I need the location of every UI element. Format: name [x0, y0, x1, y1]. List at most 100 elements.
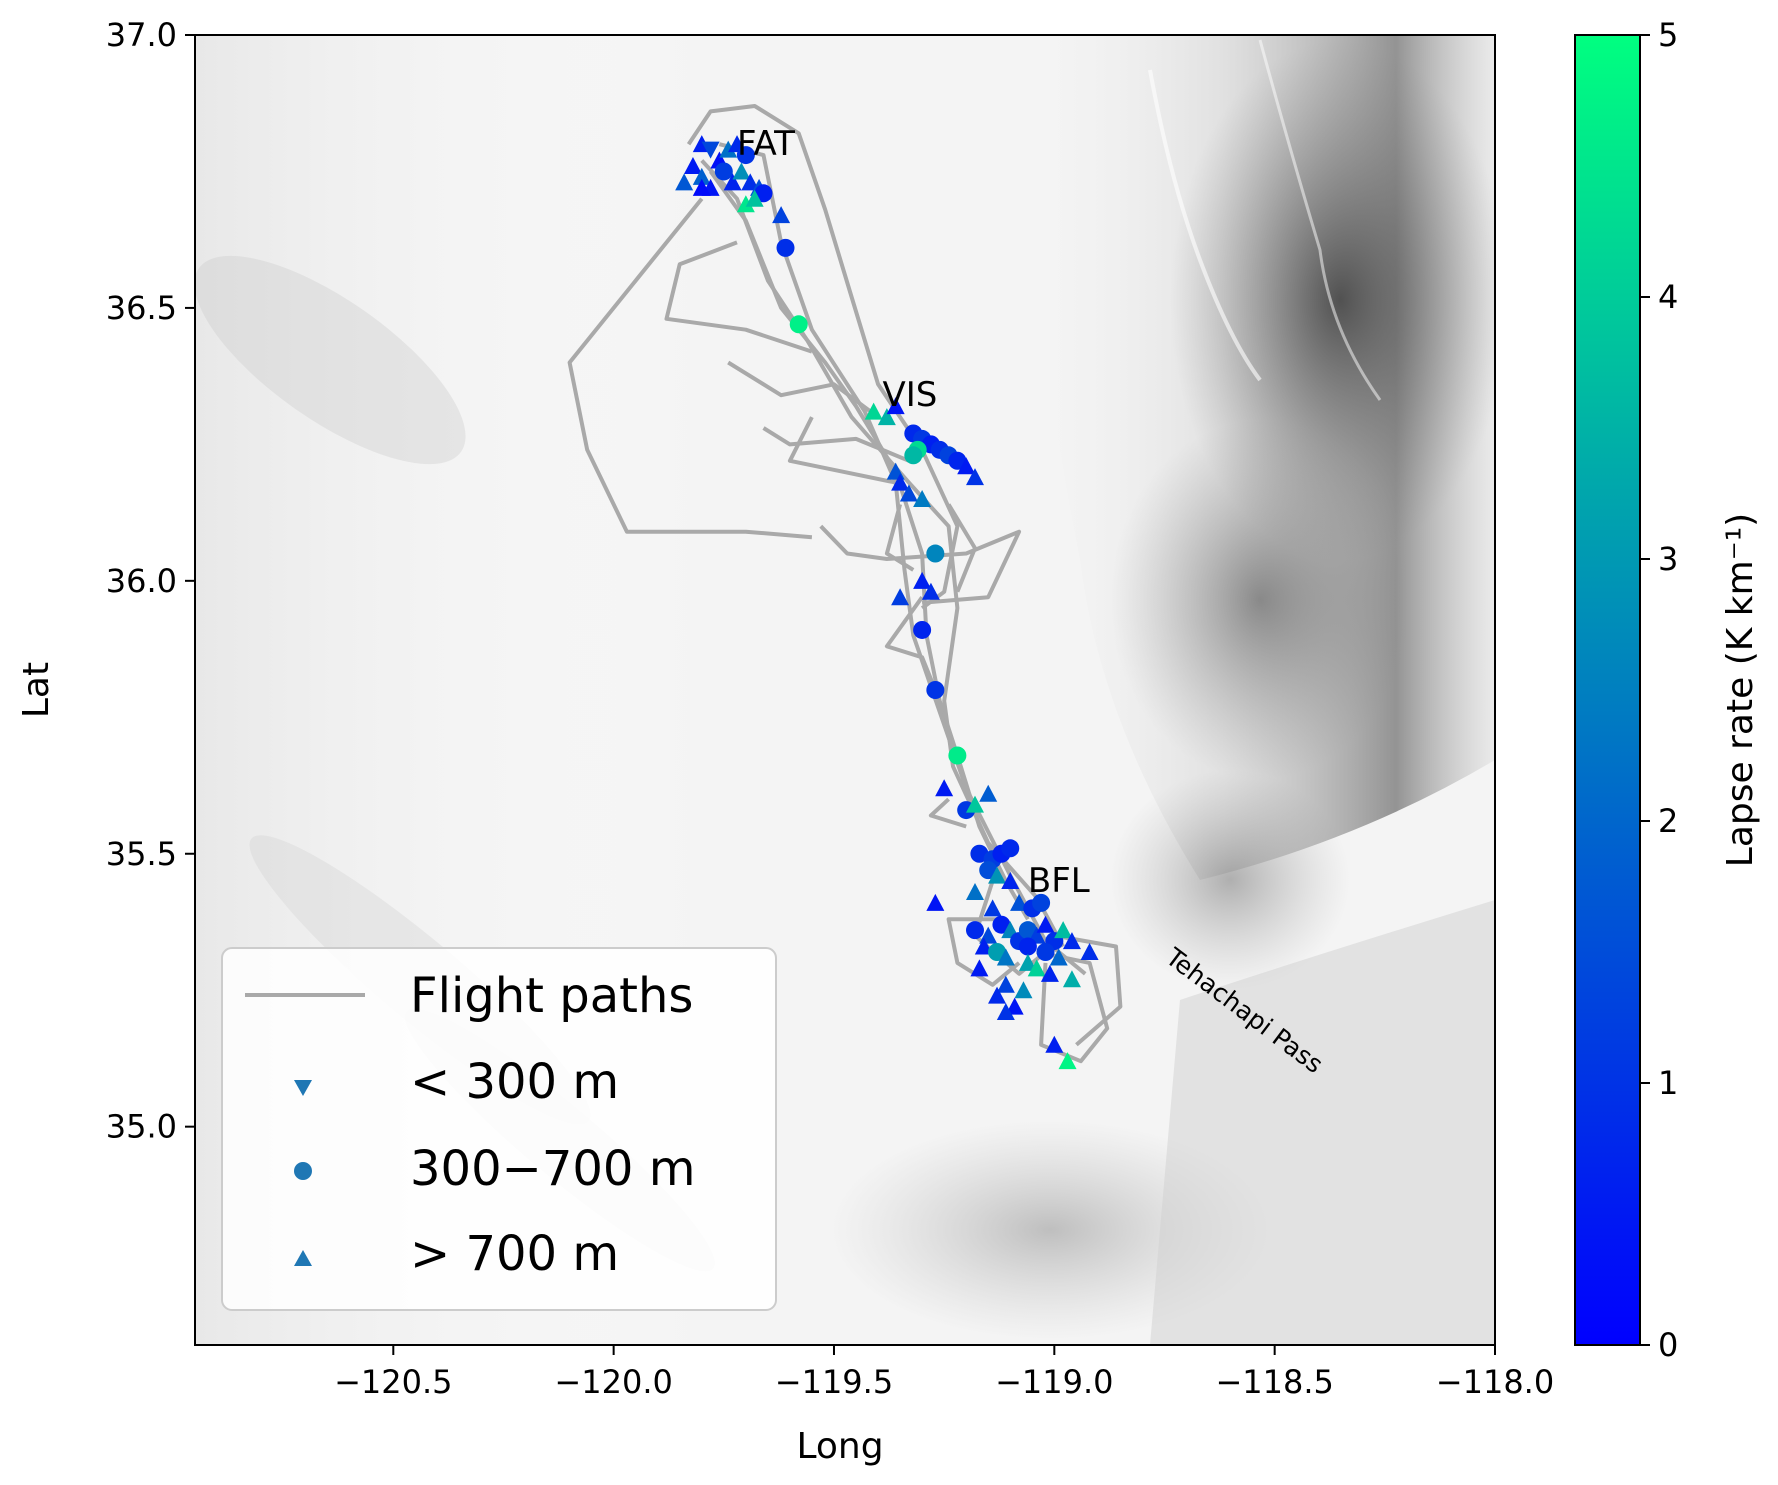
x-tick-label: −120.0 [554, 1363, 672, 1401]
legend-triangle-up-icon [294, 1250, 312, 1266]
flight-path [946, 503, 977, 593]
marker-triangle-up [913, 571, 932, 589]
marker-triangle-up [1001, 872, 1020, 890]
legend-circle-icon [294, 1162, 312, 1180]
colorbar-tick-label: 3 [1658, 540, 1678, 578]
colorbar-tick-label: 0 [1658, 1326, 1678, 1364]
colorbar-ticks: 0 1 2 3 4 5 [1640, 16, 1678, 1364]
legend-label-flight-paths: Flight paths [410, 968, 693, 1024]
marker-triangle-up [736, 195, 755, 213]
marker-circle [1036, 943, 1055, 961]
flight-path [762, 426, 910, 463]
legend-label-below-300: < 300 m [410, 1054, 619, 1110]
marker-circle [979, 861, 998, 880]
marker-triangle-up [957, 457, 976, 475]
x-tick-label: −119.0 [995, 1363, 1113, 1401]
marker-triangle-up [1062, 970, 1081, 988]
marker-triangle-up [1058, 1052, 1077, 1070]
marker-circle [988, 943, 1007, 961]
marker-triangle-up [1049, 948, 1068, 966]
marker-triangle-up [921, 582, 940, 600]
marker-triangle-up [719, 140, 738, 158]
marker-circle [948, 746, 967, 765]
marker-triangle-up [886, 397, 905, 415]
flight-path [946, 917, 1021, 987]
marker-triangle-up [1045, 1035, 1064, 1053]
marker-triangle-up [675, 173, 694, 191]
marker-circle [948, 451, 967, 470]
colorbar-tick-label: 2 [1658, 802, 1678, 840]
marker-triangle-up [1018, 953, 1037, 971]
marker-triangle-up [966, 468, 984, 486]
marker-triangle-up [988, 866, 1007, 884]
y-axis-ticks: 35.0 35.5 36.0 36.5 37.0 [106, 16, 195, 1146]
marker-triangle-up [1054, 921, 1073, 939]
flight-path [567, 197, 813, 540]
marker-triangle-up [1027, 959, 1046, 977]
lapse-rate-markers [675, 135, 1099, 1070]
plot-frame [194, 34, 1496, 1346]
x-tick-label: −119.5 [775, 1363, 893, 1401]
marker-circle [966, 921, 984, 940]
marker-triangle-up [996, 975, 1015, 993]
flight-path [884, 596, 938, 691]
y-tick-label: 37.0 [106, 16, 177, 54]
flight-path [1053, 933, 1123, 1047]
flight-path [928, 797, 967, 829]
y-tick-label: 36.0 [106, 562, 177, 600]
marker-circle [776, 238, 795, 257]
marker-circle [913, 620, 932, 639]
place-label-bfl: BFL [1028, 861, 1090, 901]
marker-triangle-up [1040, 964, 1059, 982]
y-axis-label: Lat [16, 662, 57, 718]
marker-triangle-up [1014, 981, 1033, 999]
marker-circle [714, 162, 733, 181]
x-tick-label: −118.5 [1215, 1363, 1333, 1401]
flight-path [686, 104, 960, 610]
colorbar-label: Lapse rate (K km⁻¹) [1720, 513, 1761, 867]
marker-triangle-up [1005, 997, 1024, 1015]
marker-triangle-up [899, 484, 918, 502]
marker-triangle-up [692, 178, 711, 196]
marker-triangle-up [745, 189, 764, 207]
marker-circle [992, 915, 1011, 934]
y-tick-label: 35.0 [106, 1108, 177, 1146]
marker-triangle-up [935, 779, 954, 797]
marker-triangle-up [979, 784, 998, 802]
marker-triangle-up [772, 206, 791, 224]
marker-circle [1032, 893, 1051, 912]
y-tick-label: 36.5 [106, 289, 177, 327]
y-tick-label: 35.5 [106, 835, 177, 873]
marker-triangle-up [926, 893, 945, 911]
marker-triangle-up [966, 882, 984, 900]
marker-triangle-up [741, 173, 760, 191]
x-axis-ticks: −120.5 −120.0 −119.5 −119.0 −118.5 −118.0 [334, 1345, 1554, 1401]
marker-circle [926, 544, 945, 563]
marker-triangle-up [723, 173, 742, 191]
marker-triangle-up [1062, 932, 1081, 950]
marker-triangle-up [913, 489, 932, 507]
place-labels: FAT VIS BFL [737, 124, 1090, 901]
marker-triangle-up [983, 899, 1002, 917]
colorbar-tick-label: 4 [1658, 278, 1678, 316]
x-axis-label: Long [796, 1426, 883, 1467]
x-tick-label: −118.0 [1436, 1363, 1554, 1401]
colorbar: 0 1 2 3 4 5 Lapse rate (K km⁻¹) [1574, 16, 1761, 1364]
marker-triangle-up [891, 473, 910, 491]
marker-triangle-up [1036, 915, 1055, 933]
marker-circle [1018, 921, 1037, 940]
marker-circle [789, 315, 808, 334]
marker-triangle-up [891, 588, 910, 606]
legend-label-above-700: > 700 m [410, 1226, 619, 1282]
marker-circle [1001, 839, 1020, 858]
marker-circle [904, 446, 923, 465]
colorbar-tick-label: 5 [1658, 16, 1678, 54]
x-tick-label: −120.5 [334, 1363, 452, 1401]
marker-circle [754, 184, 773, 203]
colorbar-tick-label: 1 [1658, 1064, 1678, 1102]
place-label-fat: FAT [737, 124, 795, 164]
marker-triangle-up [1080, 943, 1099, 960]
marker-triangle-up [732, 162, 751, 180]
legend-label-300-700: 300−700 m [410, 1141, 695, 1197]
